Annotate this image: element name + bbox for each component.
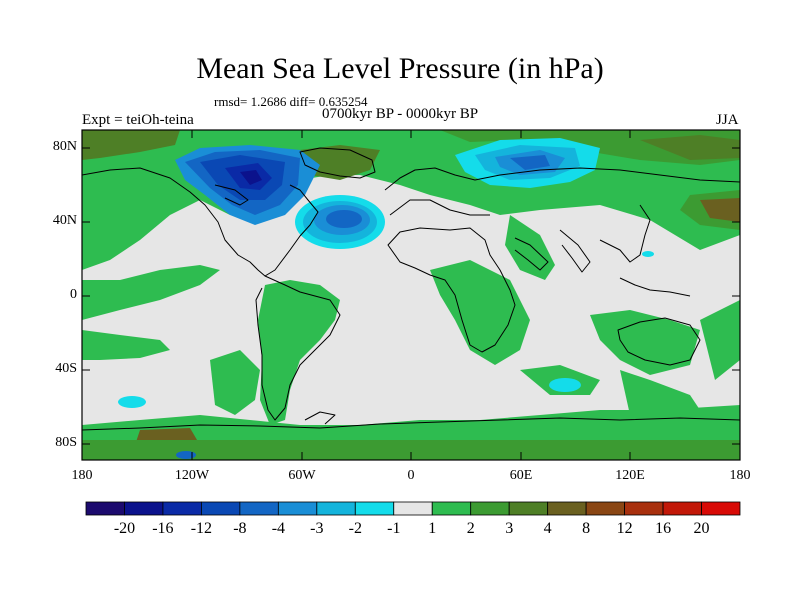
colorbar-box	[585, 501, 625, 516]
colorbar-label: -8	[233, 520, 247, 537]
colorbar-label: 1	[428, 520, 437, 537]
colorbar-box	[124, 501, 164, 516]
colorbar-label: -12	[190, 520, 213, 537]
patch-south-indian	[549, 378, 581, 392]
colorbar-box	[662, 501, 702, 516]
lat-label-80s: 80S	[55, 435, 77, 450]
lat-label-0: 0	[70, 287, 77, 302]
colorbar-label: -2	[348, 520, 362, 537]
colorbar-box	[393, 501, 433, 516]
lon-label-60w: 60W	[288, 468, 316, 483]
colorbar-box	[162, 501, 202, 516]
lon-label-120w: 120W	[174, 468, 210, 483]
map-field	[82, 130, 740, 460]
colorbar-box	[624, 501, 664, 516]
colorbar-label: -4	[271, 520, 286, 537]
lon-label-60e: 60E	[509, 468, 533, 483]
negative-anomaly-north-america	[175, 145, 320, 225]
lon-label-120e: 120E	[615, 468, 645, 483]
lon-label-180e: 180	[729, 468, 751, 483]
axis-ticks	[81, 130, 741, 460]
colorbar-label: 2	[466, 520, 475, 537]
colorbar-box	[239, 501, 279, 516]
map-title: Mean Sea Level Pressure (in hPa)	[196, 52, 604, 85]
colorbar-label: -16	[152, 520, 174, 537]
lon-label-0: 0	[407, 468, 415, 483]
colorbar-box	[85, 501, 125, 516]
colorbar-label: 3	[505, 520, 514, 537]
experiment-label: Expt = teiOh-teina	[82, 112, 194, 128]
negative-anomaly-siberia	[455, 138, 600, 188]
stats-text: rmsd= 1.2686 diff= 0.635254	[214, 94, 368, 109]
colorbar-label: 4	[543, 520, 552, 537]
strong-positive-patches	[82, 130, 740, 460]
lat-label-40s: 40S	[55, 361, 77, 376]
colorbar-box	[201, 501, 241, 516]
colorbar-label: 20	[693, 520, 710, 537]
colorbar-label: 12	[616, 520, 633, 537]
colorbar-label: -20	[113, 520, 136, 537]
patch-antarctic	[176, 451, 196, 459]
colorbar-label: -1	[387, 520, 401, 537]
period-text: 0700kyr BP - 0000kyr BP	[322, 106, 479, 122]
colorbar	[85, 501, 741, 516]
patch-south-pacific	[118, 396, 146, 408]
colorbar-label: 16	[655, 520, 672, 537]
colorbar-label: 8	[582, 520, 591, 537]
colorbar-box	[277, 501, 318, 516]
lon-label-180w: 180	[71, 468, 93, 483]
colorbar-box	[316, 501, 356, 516]
coastlines	[82, 147, 740, 431]
patch-west-pacific	[642, 251, 654, 257]
season-label: JJA	[716, 112, 739, 128]
colorbar-box	[354, 501, 395, 516]
colorbar-box	[701, 501, 741, 516]
lat-label-40n: 40N	[52, 213, 77, 228]
colorbar-box	[431, 501, 472, 516]
negative-anomaly-north-atlantic	[295, 195, 385, 249]
colorbar-label: -3	[310, 520, 324, 537]
lat-label-80n: 80N	[52, 139, 77, 154]
colorbar-box	[547, 501, 587, 516]
colorbar-box	[470, 501, 510, 516]
colorbar-box	[508, 501, 549, 516]
